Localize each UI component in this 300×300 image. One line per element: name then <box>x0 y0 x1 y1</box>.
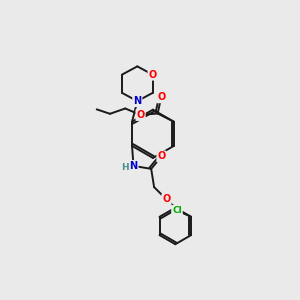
Text: O: O <box>162 194 171 205</box>
Text: Cl: Cl <box>172 206 182 215</box>
Text: N: N <box>133 96 141 106</box>
Text: O: O <box>148 70 157 80</box>
Text: O: O <box>157 92 165 102</box>
Text: H: H <box>122 163 129 172</box>
Text: N: N <box>129 161 138 171</box>
Text: O: O <box>158 152 166 161</box>
Text: O: O <box>136 110 145 120</box>
